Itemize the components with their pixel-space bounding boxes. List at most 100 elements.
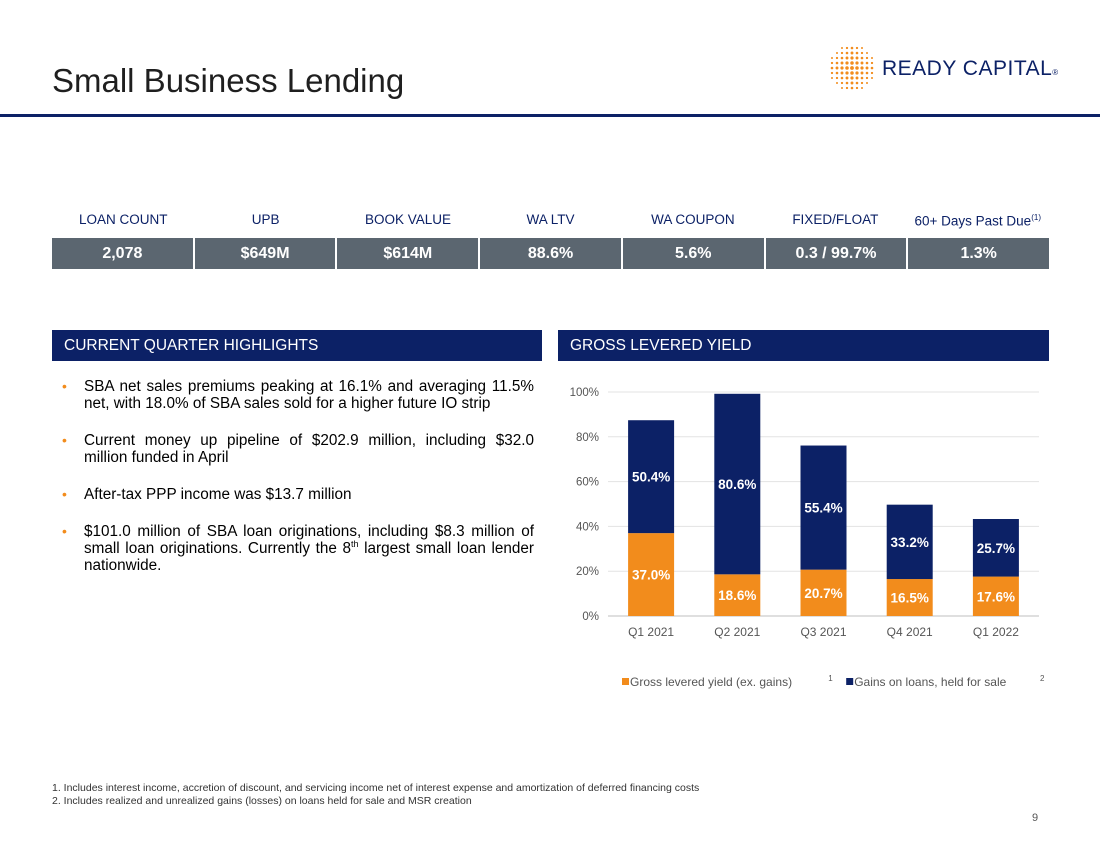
logo-dot xyxy=(836,82,838,84)
logo-dot xyxy=(845,76,849,80)
logo-dot xyxy=(840,61,844,65)
stat-header: BOOK VALUE xyxy=(365,211,452,227)
bullet-icon: • xyxy=(62,378,67,394)
logo-dot xyxy=(871,77,873,79)
logo-dot xyxy=(845,51,849,55)
logo-dot xyxy=(830,66,834,70)
data-label: 33.2% xyxy=(891,535,929,550)
bar-segment xyxy=(714,574,761,616)
stat-header: UPB xyxy=(251,211,280,227)
logo-dot xyxy=(850,46,854,50)
page-title: Small Business Lending xyxy=(52,62,405,99)
bullet-icon: • xyxy=(62,486,67,502)
stats-header-row: LOAN COUNT UPB BOOK VALUE WA LTV WA COUP… xyxy=(52,200,1049,238)
y-tick-label: 40% xyxy=(576,521,599,533)
list-item: • After-tax PPP income was $13.7 million xyxy=(62,486,352,503)
logo-dot xyxy=(840,66,844,70)
logo-dot xyxy=(831,77,833,79)
logo-dot xyxy=(855,46,859,50)
logo-dot xyxy=(835,61,839,65)
data-label: 37.0% xyxy=(632,568,670,583)
stat-value: $649M xyxy=(192,238,336,269)
bar-segment xyxy=(800,569,847,616)
stat-header: WA LTV xyxy=(526,211,575,227)
list-item: • $101.0 million of SBA loan originations… xyxy=(62,523,534,574)
logo-dot xyxy=(870,66,874,70)
logo-dot xyxy=(845,56,849,60)
x-tick-label: Q2 2021 xyxy=(714,625,760,639)
legend-footnote-marker: 1 xyxy=(828,674,833,683)
logo-dot xyxy=(866,82,868,84)
logo-dot xyxy=(840,71,844,75)
bullet-icon: • xyxy=(62,523,67,539)
y-tick-label: 0% xyxy=(582,611,599,623)
x-tick-label: Q4 2021 xyxy=(887,625,933,639)
logo-dot xyxy=(865,71,869,75)
data-label: 80.6% xyxy=(718,477,756,492)
logo-dot xyxy=(855,51,859,55)
logo-dot xyxy=(855,81,859,85)
list-item: • Current money up pipeline of $202.9 mil… xyxy=(62,432,534,466)
logo-dot xyxy=(840,76,844,80)
logo-dot xyxy=(855,86,859,90)
logo-dot xyxy=(845,46,849,50)
data-label: 17.6% xyxy=(977,589,1015,604)
bar-segment xyxy=(628,533,675,616)
logo-dot xyxy=(855,76,859,80)
loan-stats-table: LOAN COUNT UPB BOOK VALUE WA LTV WA COUP… xyxy=(52,200,1049,269)
bar-segment xyxy=(886,579,933,616)
stat-value: 2,078 xyxy=(102,244,143,262)
logo-dot xyxy=(871,57,873,59)
stats-value-row: 2,078 $649M $614M 88.6% 5.6% 0.3 / 99.7%… xyxy=(52,238,1049,269)
logo-dot xyxy=(870,71,874,75)
highlights-section-header: CURRENT QUARTER HIGHLIGHTS xyxy=(52,330,542,361)
legend-label: Gains on loans, held for sale xyxy=(854,675,1006,689)
logo-dot xyxy=(865,56,869,60)
bar-segment xyxy=(886,504,933,580)
stat-header: WA COUPON xyxy=(651,211,735,227)
stat-value: 88.6% xyxy=(478,238,621,269)
logo-dot xyxy=(850,56,854,60)
logo-dot xyxy=(835,76,839,80)
logo-dot xyxy=(835,56,839,60)
footnote: 2. Includes realized and unrealized gain… xyxy=(52,795,472,807)
logo-dot xyxy=(855,61,859,65)
stat-header-days-past-due: 60+ Days Past Due(1) xyxy=(914,212,1041,229)
logo-dot xyxy=(860,81,864,85)
data-label: 18.6% xyxy=(718,588,756,603)
gross-levered-yield-chart: 0% 20% 40% 60% 80% 100% 37.0% 50.4% Q1 2021 18.6%… xyxy=(570,387,1045,689)
logo-dot xyxy=(845,66,849,70)
title-divider xyxy=(0,114,1100,117)
logo-dot xyxy=(850,66,854,70)
logo-dot xyxy=(845,81,849,85)
data-label: 55.4% xyxy=(804,501,842,516)
logo-dot xyxy=(840,51,844,55)
y-tick-label: 100% xyxy=(570,387,599,399)
stat-value: $614M xyxy=(335,238,478,269)
logo-dot xyxy=(841,87,843,89)
logo-dot xyxy=(861,87,863,89)
logo-dot xyxy=(841,47,843,49)
data-label: 25.7% xyxy=(977,541,1015,556)
logo-dot xyxy=(860,71,864,75)
logo-dot xyxy=(845,86,849,90)
stat-header: LOAN COUNT xyxy=(78,211,168,227)
logo-dot xyxy=(860,76,864,80)
legend-swatch xyxy=(622,678,629,685)
logo-dot xyxy=(866,52,868,54)
bar-segment xyxy=(972,519,1019,577)
logo-dot xyxy=(840,56,844,60)
logo-dot xyxy=(836,52,838,54)
logo-dot xyxy=(850,51,854,55)
logo-dot xyxy=(860,61,864,65)
bar-segment xyxy=(628,420,675,534)
logo-dot xyxy=(835,71,839,75)
x-tick-label: Q3 2021 xyxy=(800,625,846,639)
logo-dot xyxy=(865,66,869,70)
footnote: 1. Includes interest income, accretion o… xyxy=(52,782,700,794)
y-tick-label: 20% xyxy=(576,566,599,578)
logo-dot xyxy=(830,61,834,65)
logo-dot xyxy=(855,66,859,70)
x-tick-label: Q1 2022 xyxy=(973,625,1019,639)
footnotes: 1. Includes interest income, accretion o… xyxy=(52,782,699,808)
